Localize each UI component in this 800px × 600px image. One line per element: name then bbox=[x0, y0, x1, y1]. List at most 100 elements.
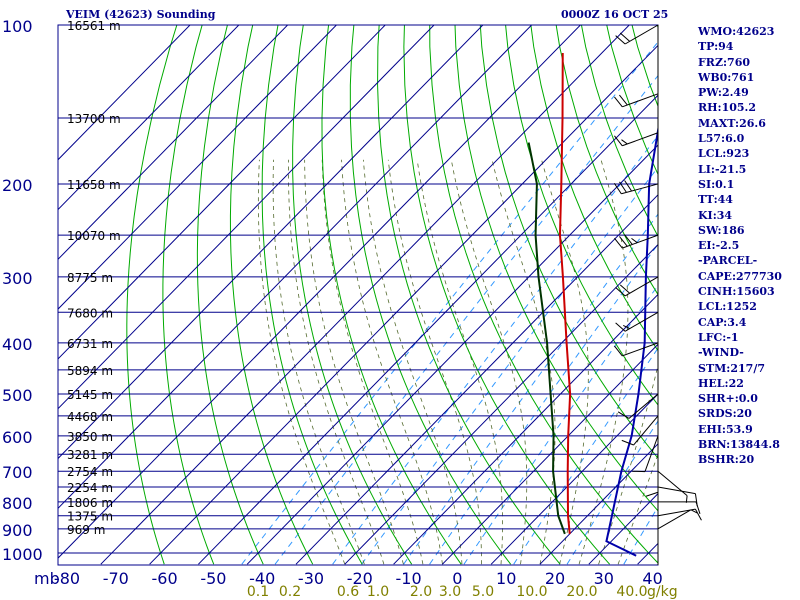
height-label: 10070 m bbox=[67, 229, 121, 243]
isotherm-line bbox=[198, 94, 658, 565]
wind-barb-staff bbox=[621, 183, 659, 195]
temperature-tick-label: -10 bbox=[396, 569, 422, 588]
wind-barb-staff bbox=[628, 393, 659, 419]
isotherm-line bbox=[344, 243, 658, 565]
mixing-ratio-unit: g/kg bbox=[647, 584, 678, 600]
wind-barb-flag bbox=[614, 237, 623, 249]
wind-barb-flag bbox=[615, 322, 626, 332]
moist-adiabat-line bbox=[450, 159, 528, 565]
wind-barb bbox=[614, 132, 659, 147]
moist-adiabat-line bbox=[257, 159, 346, 565]
mixing-ratio-line bbox=[429, 243, 658, 565]
temperature-tick-label: 40 bbox=[642, 569, 662, 588]
wind-barb bbox=[614, 93, 659, 108]
moist-adiabat-line bbox=[321, 159, 424, 565]
temperature-tick-label: 0 bbox=[452, 569, 462, 588]
pressure-axis-label: mb bbox=[34, 569, 60, 588]
parcel-profile-line bbox=[605, 124, 658, 557]
wind-barb-flag bbox=[619, 32, 631, 42]
moist-adiabat-line bbox=[272, 159, 365, 565]
temperature-tick-label: -30 bbox=[298, 569, 324, 588]
isotherm-line bbox=[58, 25, 338, 310]
stat-item: LFC:-1 bbox=[698, 330, 739, 344]
isotherm-line bbox=[58, 25, 289, 261]
moist-adiabat-line bbox=[304, 159, 404, 565]
temperature-profile-line bbox=[558, 53, 572, 534]
moist-adiabat-line bbox=[491, 159, 556, 565]
plot-area bbox=[58, 25, 658, 565]
mixing-ratio-label: 5.0 bbox=[472, 584, 494, 600]
stat-item: LCL:923 bbox=[698, 147, 750, 161]
stat-item: -WIND- bbox=[698, 346, 744, 360]
mixing-ratio-label: 10.0 bbox=[516, 584, 547, 600]
height-label: 4468 m bbox=[67, 410, 113, 424]
wind-barb bbox=[617, 393, 659, 419]
isotherm-line bbox=[149, 44, 658, 565]
isotherm-line bbox=[58, 25, 386, 360]
mixing-ratio-label: 0.2 bbox=[279, 584, 301, 600]
wind-barb-flag bbox=[621, 439, 634, 446]
height-label: 16561 m bbox=[67, 19, 121, 33]
pressure-tick-label: 100 bbox=[2, 17, 33, 36]
height-label: 2754 m bbox=[67, 465, 113, 479]
chart-datetime: 0000Z 16 OCT 25 bbox=[561, 8, 669, 21]
wind-barb-staff bbox=[644, 435, 659, 472]
wind-barb bbox=[615, 311, 659, 332]
isotherm-line bbox=[442, 343, 658, 565]
moist-adiabat-line bbox=[387, 159, 482, 565]
stat-item: SI:0.1 bbox=[698, 177, 735, 191]
temperature-tick-label: -20 bbox=[347, 569, 373, 588]
pressure-tick-label: 1000 bbox=[2, 545, 43, 564]
isotherm-line bbox=[58, 25, 533, 510]
stat-item: TP:94 bbox=[698, 40, 734, 54]
moist-adiabat-line bbox=[362, 159, 463, 565]
isotherm-line bbox=[58, 25, 435, 410]
mixing-ratio-label: 20.0 bbox=[566, 584, 597, 600]
stat-item: SHR+:0.0 bbox=[698, 392, 758, 406]
wind-barb-staff bbox=[624, 276, 659, 297]
temperature-tick-label: 10 bbox=[496, 569, 516, 588]
wind-barb-flag bbox=[619, 181, 627, 193]
stat-item: CINH:15603 bbox=[698, 285, 775, 299]
stat-item: MAXT:26.6 bbox=[698, 116, 766, 130]
moist-adiabat-line bbox=[578, 159, 629, 565]
wind-barb-flag bbox=[690, 509, 698, 514]
stat-item: FRZ:760 bbox=[698, 55, 751, 69]
stat-item: STM:217/7 bbox=[698, 361, 765, 375]
wind-barb-flag bbox=[621, 139, 628, 145]
isotherm-line bbox=[58, 25, 582, 559]
wind-barb-staff bbox=[633, 415, 659, 446]
sounding-indices-list: WMO:42623 TP:94 FRZ:760 WB0:761 PW:2.49 RH:10… bbox=[698, 24, 782, 468]
isotherm-line bbox=[58, 25, 240, 211]
stat-item: PW:2.49 bbox=[698, 86, 749, 100]
wind-barb-flag bbox=[614, 96, 623, 108]
wind-barb-flag bbox=[614, 135, 623, 147]
height-label: 1375 m bbox=[67, 510, 113, 524]
mixing-ratio-line bbox=[463, 284, 658, 565]
height-label: 6731 m bbox=[67, 337, 113, 351]
height-label: 7680 m bbox=[67, 306, 113, 320]
height-label: 1806 m bbox=[67, 496, 113, 510]
wind-barb bbox=[657, 486, 698, 507]
wind-barb-staff bbox=[624, 24, 659, 45]
pressure-tick-label: 500 bbox=[2, 386, 33, 405]
isotherm-line bbox=[295, 194, 658, 565]
stat-item: BSHR:20 bbox=[698, 453, 755, 467]
pressure-tick-label: 600 bbox=[2, 428, 33, 447]
stat-item: LCL:1252 bbox=[698, 300, 757, 314]
isotherm-line bbox=[58, 25, 484, 460]
height-label: 969 m bbox=[67, 523, 105, 537]
stat-item: LI:-21.5 bbox=[698, 162, 747, 176]
temperature-tick-label: -80 bbox=[54, 569, 80, 588]
wind-barb-flag bbox=[694, 508, 702, 521]
mixing-ratio-line bbox=[274, 74, 658, 565]
wind-barb-staff bbox=[657, 486, 696, 495]
wind-barb-flag bbox=[619, 94, 628, 106]
mixing-ratio-line bbox=[566, 420, 658, 565]
wind-barb bbox=[657, 508, 702, 521]
wind-barb bbox=[613, 180, 659, 195]
wind-barb-staff bbox=[622, 132, 659, 147]
wind-barb-flag bbox=[619, 236, 628, 247]
stat-item: SRDS:20 bbox=[698, 407, 752, 421]
